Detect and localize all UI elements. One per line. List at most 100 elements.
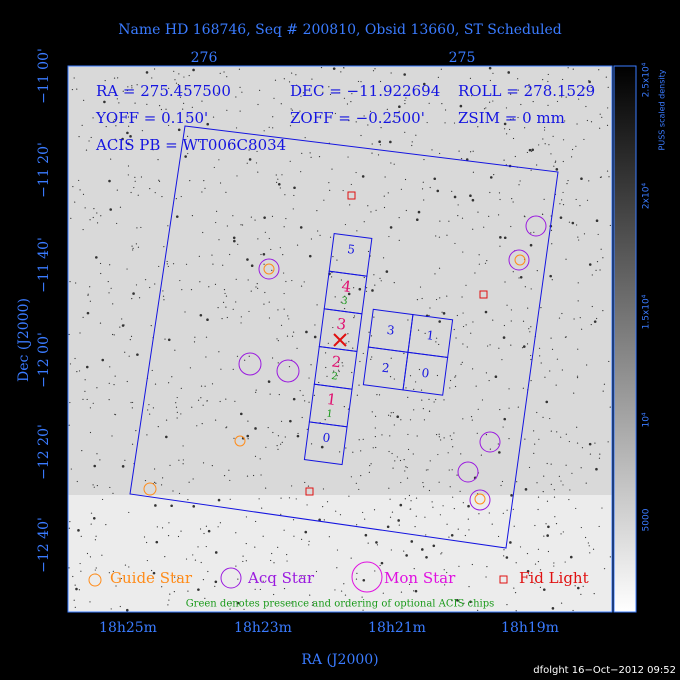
star: [425, 555, 428, 559]
star: [555, 160, 557, 162]
star: [174, 79, 176, 81]
star: [576, 426, 578, 428]
star: [543, 475, 545, 477]
star: [293, 186, 296, 190]
star: [161, 195, 163, 198]
star: [423, 419, 426, 421]
star: [382, 592, 384, 594]
star: [505, 556, 509, 559]
star: [374, 415, 377, 417]
star: [250, 216, 252, 218]
star: [341, 362, 343, 364]
star: [152, 571, 156, 575]
star: [577, 348, 579, 350]
star: [92, 117, 94, 119]
star: [84, 207, 86, 209]
star: [175, 402, 177, 404]
star: [255, 520, 257, 523]
legend-acq: [220, 567, 242, 589]
star: [336, 375, 338, 377]
star: [440, 439, 442, 441]
star: [74, 201, 76, 203]
star: [550, 229, 553, 232]
star: [292, 519, 295, 521]
star: [273, 562, 275, 564]
star: [382, 257, 385, 259]
star: [101, 498, 104, 501]
star: [489, 79, 491, 82]
star: [180, 195, 182, 198]
chip: [303, 421, 348, 466]
star: [272, 116, 274, 118]
star: [586, 199, 589, 201]
star: [471, 198, 475, 202]
left-tick: −11 20': [36, 142, 52, 198]
star: [174, 349, 176, 351]
star: [260, 474, 262, 476]
star: [173, 591, 175, 593]
star: [112, 120, 114, 122]
star: [530, 354, 532, 357]
star: [568, 498, 570, 501]
star: [311, 604, 313, 606]
star: [113, 77, 116, 79]
star: [559, 95, 561, 97]
star: [273, 97, 275, 99]
star: [428, 489, 431, 492]
star: [217, 526, 219, 528]
star: [545, 523, 547, 525]
star: [422, 408, 424, 410]
star: [116, 222, 118, 225]
fid-light: [347, 191, 356, 200]
star: [358, 384, 360, 386]
star: [149, 187, 151, 190]
plot-frame: [67, 65, 613, 613]
star: [606, 170, 609, 172]
star: [609, 556, 611, 558]
star: [492, 319, 494, 321]
star: [593, 592, 595, 595]
star: [336, 549, 339, 551]
star: [461, 217, 464, 219]
star: [301, 152, 303, 154]
star: [256, 150, 258, 153]
star: [451, 438, 453, 441]
guide-star: [234, 435, 246, 447]
star: [76, 371, 78, 373]
star: [606, 124, 609, 126]
star: [72, 575, 74, 578]
star: [295, 498, 297, 500]
star: [567, 67, 569, 69]
star: [153, 468, 156, 470]
star: [375, 446, 377, 449]
star: [392, 411, 394, 414]
star: [275, 174, 277, 176]
star: [546, 534, 549, 537]
star: [416, 298, 419, 301]
star: [543, 198, 545, 200]
star: [373, 316, 375, 318]
acq-star: [258, 258, 280, 280]
star: [105, 125, 107, 128]
star: [404, 102, 406, 105]
star: [246, 475, 249, 477]
star: [508, 128, 511, 131]
star: [282, 254, 284, 256]
star: [301, 538, 303, 540]
star: [171, 376, 173, 378]
star: [211, 465, 213, 467]
star: [466, 346, 468, 348]
star: [438, 433, 440, 435]
star: [114, 138, 116, 140]
star: [331, 276, 333, 278]
star: [300, 171, 302, 173]
star: [362, 352, 364, 355]
legend-text: Mon Star: [384, 569, 456, 587]
star: [421, 297, 423, 300]
star: [400, 591, 403, 593]
star: [68, 527, 70, 529]
star: [498, 347, 500, 349]
star: [363, 115, 365, 117]
star: [388, 450, 390, 453]
star: [462, 343, 464, 345]
